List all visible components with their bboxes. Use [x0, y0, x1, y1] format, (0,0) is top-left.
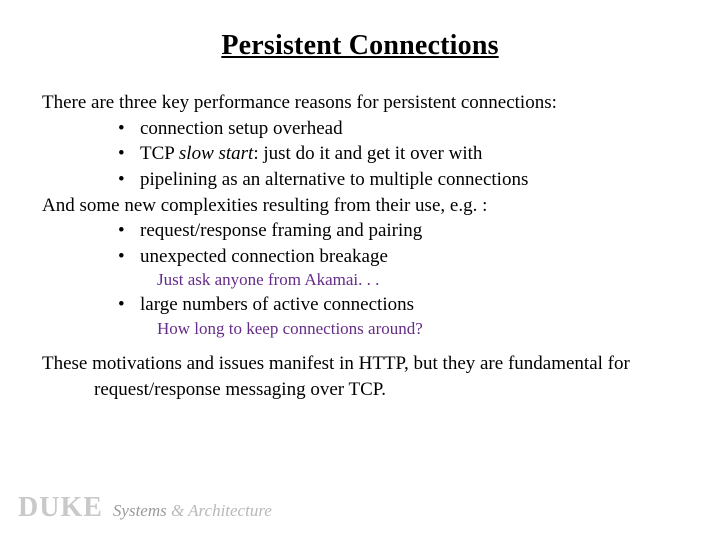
bullet-connection-setup: connection setup overhead: [110, 116, 678, 142]
bullet-tcp-slow-start: TCP slow start: just do it and get it ov…: [110, 141, 678, 167]
slide-title: Persistent Connections: [42, 30, 678, 62]
bullet-text-pre: TCP: [140, 143, 179, 164]
bullet-text: pipelining as an alternative to multiple…: [140, 169, 528, 190]
bullet-text-em: slow start: [179, 143, 253, 164]
bullet-large-numbers: large numbers of active connections: [110, 292, 678, 318]
bullet-text-post: : just do it and get it over with: [253, 143, 482, 164]
bullet-text: large numbers of active connections: [140, 294, 414, 315]
bullet-pipelining: pipelining as an alternative to multiple…: [110, 167, 678, 193]
subnote-how-long: How long to keep connections around?: [157, 318, 678, 341]
bullet-text: unexpected connection breakage: [140, 246, 388, 267]
intro-line-2: And some new complexities resulting from…: [42, 193, 678, 219]
slide: Persistent Connections There are three k…: [0, 0, 720, 540]
bullet-framing: request/response framing and pairing: [110, 218, 678, 244]
footer-tagline: Systems & Architecture: [113, 501, 272, 521]
slide-body: There are three key performance reasons …: [42, 90, 678, 402]
closing-paragraph: These motivations and issues manifest in…: [42, 351, 678, 402]
intro-line-1: There are three key performance reasons …: [42, 90, 678, 116]
bullet-text: request/response framing and pairing: [140, 220, 422, 241]
footer-brand: DUKE: [18, 492, 103, 524]
footer: DUKE Systems & Architecture: [18, 492, 272, 524]
footer-tag-strong: Systems: [113, 501, 167, 520]
subnote-akamai: Just ask anyone from Akamai. . .: [157, 269, 678, 292]
footer-tag-rest: & Architecture: [167, 501, 272, 520]
bullet-text: connection setup overhead: [140, 118, 343, 139]
bullet-breakage: unexpected connection breakage: [110, 244, 678, 270]
